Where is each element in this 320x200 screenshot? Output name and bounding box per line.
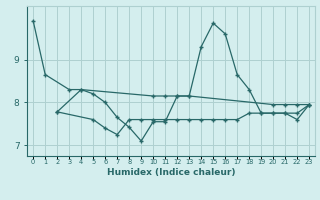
X-axis label: Humidex (Indice chaleur): Humidex (Indice chaleur) (107, 168, 236, 177)
